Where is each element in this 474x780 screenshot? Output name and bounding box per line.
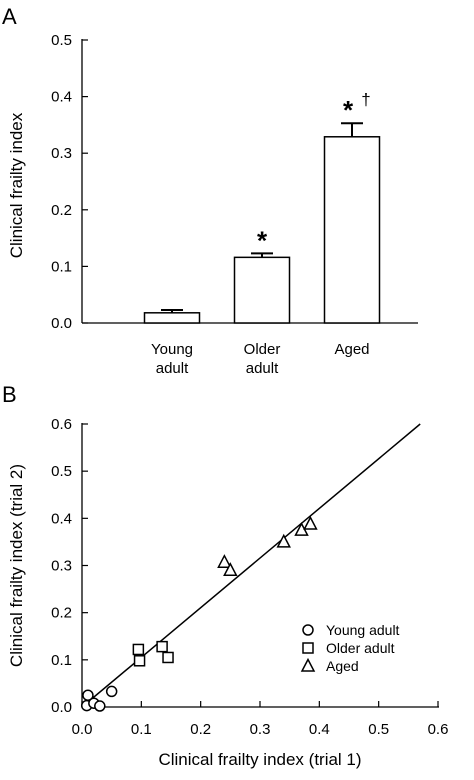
y-axis-title: Clinical frailty index [7,112,26,258]
y-tick-label: 0.0 [51,699,72,716]
point-circle [105,685,118,698]
panel-b-scatter-chart: B 0.0 0.1 0.2 0.3 0.4 0.5 0.6 0.0 0.1 0.2 0.3 0.4 0.5… [2,382,448,769]
point-triangle [223,562,238,576]
x-axis-title: Clinical frailty index (trial 1) [158,750,361,769]
y-tick-label: 0.6 [51,416,72,433]
category-label: Aged [334,341,369,358]
x-tick-label: 0.6 [428,721,449,738]
y-tick-label: 0.2 [51,202,72,219]
panel-b-letter: B [2,382,17,407]
y-tick-label: 0.3 [51,145,72,162]
bar-2 [233,256,291,324]
y-tick-label: 0.3 [51,558,72,575]
regression-line [81,423,421,708]
y-tick-label: 0.2 [51,605,72,622]
y-tick-label: 0.4 [51,510,72,527]
category-label: adult [156,360,189,377]
point-square [156,640,168,653]
y-tick-label: 0.1 [51,652,72,669]
point-triangle [276,533,291,548]
legend-marker-triangle [300,657,316,672]
legend-label: Older adult [326,640,395,656]
panel-a-bar-chart: A 0.0 0.1 0.2 0.3 0.4 0.5 Clinical frailty inde… [2,4,418,377]
point-square [133,655,146,667]
y-tick-label: 0.0 [51,315,72,332]
point-triangle [217,554,232,568]
x-tick-label: 0.2 [190,721,211,738]
point-square [162,651,174,664]
point-triangle [303,515,318,530]
panel-a-letter: A [2,4,17,29]
bar-3 [323,136,381,324]
x-tick-label: 0.3 [250,721,271,738]
significance-dagger: † [361,90,370,109]
category-label: Older [244,341,281,358]
y-tick-label: 0.5 [51,463,72,480]
x-tick-label: 0.0 [72,721,93,738]
point-circle [94,700,106,712]
point-square [132,643,145,656]
x-tick-label: 0.4 [309,721,330,738]
point-circle [82,689,94,701]
y-tick-label: 0.4 [51,89,72,106]
x-tick-label: 0.5 [368,721,389,738]
category-label: Young [151,341,193,358]
significance-star: * [343,95,354,125]
significance-star: * [257,225,268,255]
bar-1 [143,312,201,324]
legend-label: Young adult [326,622,400,638]
y-tick-label: 0.1 [51,258,72,275]
y-tick-label: 0.5 [51,32,72,49]
y-axis-title: Clinical frailty index (trial 2) [7,464,26,667]
legend-marker-circle [302,624,314,636]
legend-label: Aged [326,658,359,674]
legend-marker-square [302,642,314,654]
category-label: adult [246,360,279,377]
x-tick-label: 0.1 [131,721,152,738]
